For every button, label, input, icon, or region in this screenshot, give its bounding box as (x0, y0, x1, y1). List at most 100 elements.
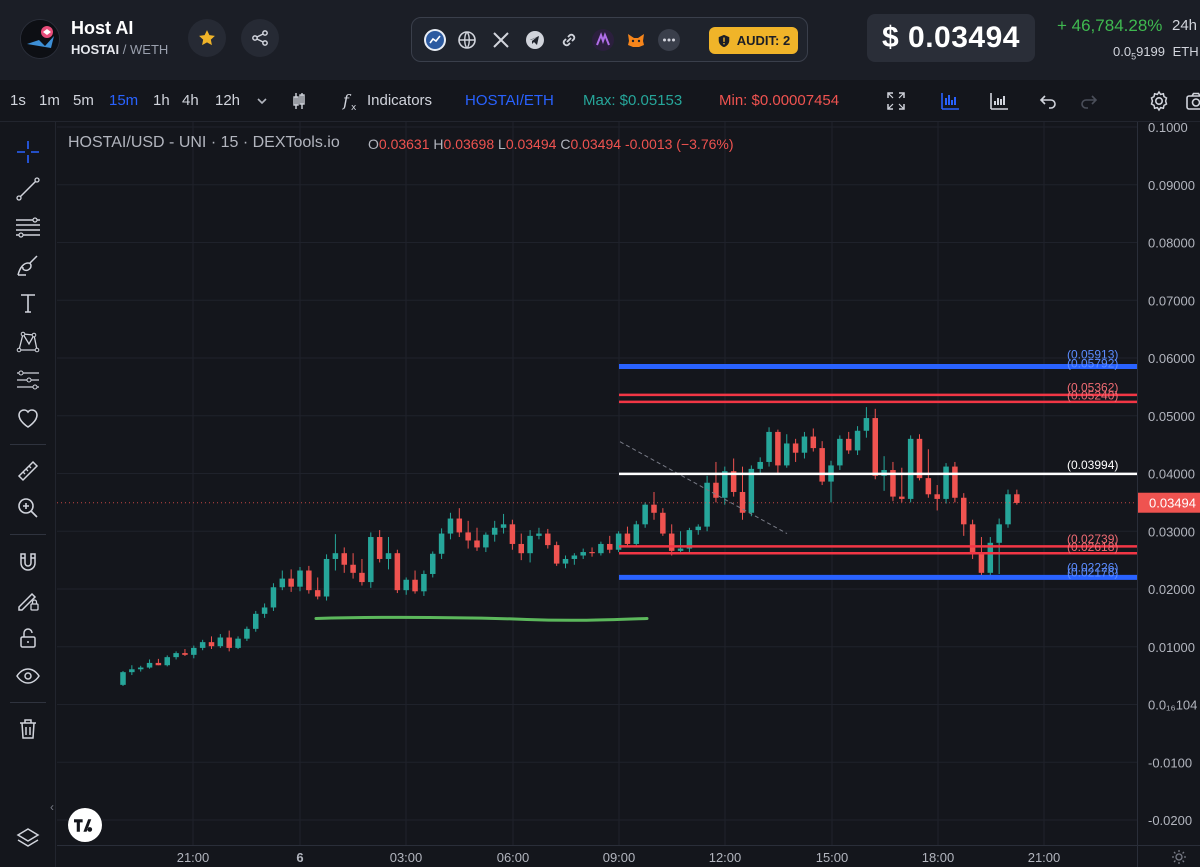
timeframe-dropdown-icon[interactable] (250, 89, 274, 113)
candle-body (801, 436, 808, 453)
prediction-tool[interactable] (14, 366, 42, 394)
ruler-icon (17, 460, 39, 482)
price-axis[interactable]: 0.1000 0.09000 0.08000 0.07000 0.06000 0.0500… (1137, 120, 1200, 845)
audit-button[interactable]: AUDIT: 2 (709, 27, 798, 54)
exchange-icon[interactable] (592, 29, 614, 51)
candle-body (527, 535, 533, 554)
telegram-icon[interactable] (524, 29, 546, 51)
fib-tool[interactable] (14, 213, 42, 241)
grid-lines (57, 122, 1137, 845)
candle-body (120, 672, 126, 685)
measure-tool[interactable] (14, 457, 42, 485)
undo-icon[interactable] (1036, 89, 1060, 113)
candle-body (350, 564, 356, 573)
price-tick-label: 0.02000 (1148, 582, 1195, 597)
time-tick-label: 06:00 (497, 850, 530, 865)
unlock-icon (20, 628, 36, 648)
chart-canvas[interactable]: (0.05913)(0.05792) (0.05362)(0.05240) (0.0… (57, 122, 1137, 845)
zoom-tool[interactable] (14, 494, 42, 522)
candle-body (164, 657, 170, 666)
redo-icon[interactable] (1077, 89, 1101, 113)
dextools-icon[interactable] (424, 29, 446, 51)
level-label: (0.02739) (1067, 532, 1118, 546)
axis-settings-corner[interactable] (1137, 845, 1200, 867)
level-label: (0.03994) (1067, 458, 1118, 472)
token-header: Host AI HOSTAI / WETH (0, 0, 1200, 80)
brush-tool[interactable] (14, 252, 42, 280)
min-price-label: Min: $0.00007454 (719, 92, 840, 109)
candle-body (784, 443, 790, 466)
ohlc-low-label: L (498, 136, 506, 152)
level-label: (0.02618) (1067, 540, 1118, 554)
price-tick-label: -0.0100 (1148, 755, 1192, 770)
ohlc-change: -0.0013 (−3.76%) (624, 136, 734, 152)
pair-switch-button[interactable]: HOSTAI/ETH (465, 92, 554, 109)
timeframe-1h[interactable]: 1h (153, 92, 170, 109)
timeframe-5m[interactable]: 5m (73, 92, 94, 109)
timeframe-15m[interactable]: 15m (109, 92, 139, 109)
x-icon[interactable] (490, 29, 512, 51)
favorite-button[interactable] (188, 19, 226, 57)
indicators-button[interactable]: Indicators (367, 92, 433, 109)
candle-body (244, 628, 250, 639)
collapse-panel-icon[interactable]: ‹ (50, 800, 54, 814)
timeframe-1s[interactable]: 1s (10, 92, 26, 109)
price-chart[interactable]: (0.05913) (0.05792) (0.05362) (0.05240) (0.0… (57, 122, 1137, 845)
token-logo (20, 19, 60, 59)
svg-text:x: x (351, 103, 357, 113)
price-tick-label: 0.04000 (1148, 467, 1195, 482)
candle-body (412, 579, 418, 592)
timeframe-4h[interactable]: 4h (182, 92, 199, 109)
candle-type-icon[interactable] (287, 89, 311, 113)
candle-body (332, 553, 339, 559)
globe-icon[interactable] (456, 29, 478, 51)
crosshair-tool[interactable] (14, 138, 42, 166)
share-button[interactable] (241, 19, 279, 57)
chart-volume-icon[interactable] (938, 89, 962, 113)
candle-body (792, 443, 799, 453)
magnet-tool[interactable] (14, 549, 42, 577)
candle-body (297, 570, 303, 587)
favorites-tool[interactable] (14, 404, 42, 432)
remove-drawings-tool[interactable] (14, 715, 42, 743)
forecast-icon (17, 370, 39, 390)
timeframe-1m[interactable]: 1m (39, 92, 60, 109)
timeframe-12h[interactable]: 12h (215, 92, 241, 109)
candle-body (854, 430, 861, 451)
camera-icon[interactable] (1184, 89, 1200, 113)
level-label: (0.02176) (1067, 566, 1118, 580)
fullscreen-icon[interactable] (884, 89, 908, 113)
candle-body (323, 558, 330, 597)
candle-body (483, 534, 489, 548)
link-icon[interactable] (558, 29, 580, 51)
ohlc-close: 0.03494 (570, 136, 622, 152)
settings-gear-icon[interactable] (1147, 89, 1171, 113)
text-tool[interactable] (14, 289, 42, 317)
candle-body (890, 470, 896, 497)
time-tick-label: 09:00 (603, 850, 636, 865)
lock-drawings-tool[interactable] (14, 586, 42, 614)
change-period: 24h (1172, 17, 1198, 34)
candle-body (961, 497, 967, 525)
time-axis[interactable]: 21:00 6 03:00 06:00 09:00 12:00 15:00 18:00 21:0… (57, 845, 1137, 867)
candle-body (704, 482, 710, 527)
candle-body (562, 558, 569, 564)
time-tick-label: 03:00 (390, 850, 423, 865)
candle-body (288, 578, 294, 587)
candle-body (199, 642, 206, 648)
chart-trades-icon[interactable] (987, 89, 1011, 113)
pattern-tool[interactable] (14, 328, 42, 356)
object-tree-tool[interactable] (14, 825, 42, 853)
level-label: (0.05362) (1067, 380, 1118, 394)
dashed-trend-line (619, 441, 788, 534)
trend-line-tool[interactable] (14, 175, 42, 203)
tradingview-logo[interactable] (68, 808, 102, 842)
unlock-tool[interactable] (14, 624, 42, 652)
candle-body (899, 496, 905, 499)
candle-body (952, 466, 958, 498)
metamask-icon[interactable] (625, 29, 647, 51)
visibility-tool[interactable] (14, 662, 42, 690)
more-icon[interactable] (658, 29, 680, 51)
candle-body (633, 524, 640, 544)
